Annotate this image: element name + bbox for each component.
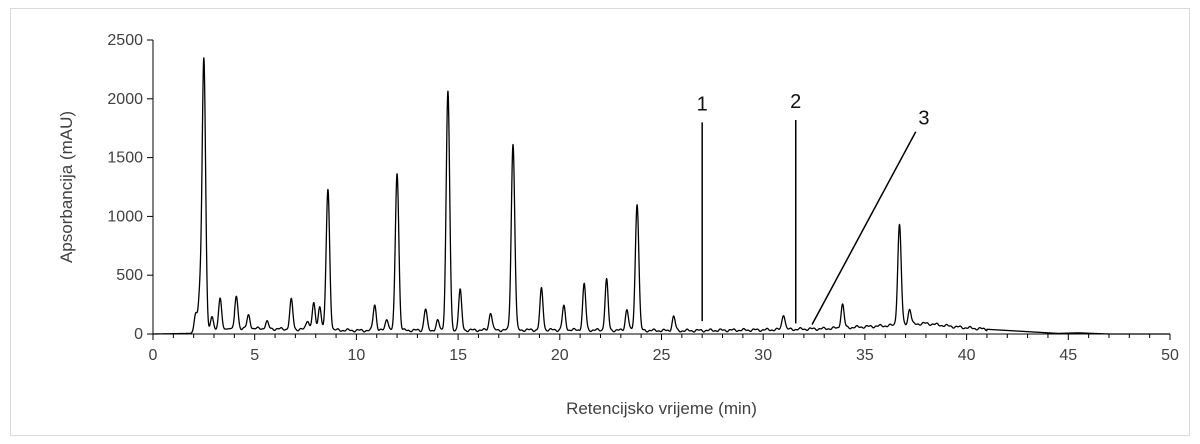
y-tick-label: 0 xyxy=(134,326,143,343)
x-tick-label: 25 xyxy=(653,347,671,364)
x-tick-label: 15 xyxy=(449,347,467,364)
y-axis: 0 500 1000 1500 2000 2500 xyxy=(107,32,154,343)
y-tick-label: 1000 xyxy=(107,208,143,225)
x-axis-title: Retencijsko vrijeme (min) xyxy=(566,399,757,418)
x-tick-label: 30 xyxy=(754,347,772,364)
chromatogram-trace xyxy=(152,57,1171,335)
series-layer xyxy=(152,57,1171,335)
y-tick-label: 1500 xyxy=(107,150,143,167)
annotation-label-3: 3 xyxy=(918,108,929,130)
annotation-line-3 xyxy=(811,131,917,325)
x-tick-label: 45 xyxy=(1059,347,1077,364)
y-tick-label: 500 xyxy=(116,267,143,284)
y-axis-title: Apsorbancija (mAU) xyxy=(57,111,76,263)
y-tick-label: 2000 xyxy=(107,91,143,108)
annotations-layer: 1 2 3 xyxy=(697,91,929,325)
x-axis: 0 5 10 15 20 25 30 35 40 45 50 xyxy=(149,333,1179,364)
x-tick-label: 40 xyxy=(958,347,976,364)
x-tick-label: 0 xyxy=(149,347,158,364)
annotation-label-1: 1 xyxy=(697,94,708,116)
y-tick-label: 2500 xyxy=(107,32,143,49)
x-tick-label: 10 xyxy=(348,347,366,364)
annotation-label-2: 2 xyxy=(790,91,801,113)
x-tick-label: 50 xyxy=(1161,347,1179,364)
x-tick-label: 20 xyxy=(551,347,569,364)
x-tick-label: 5 xyxy=(250,347,259,364)
x-tick-label: 35 xyxy=(856,347,874,364)
